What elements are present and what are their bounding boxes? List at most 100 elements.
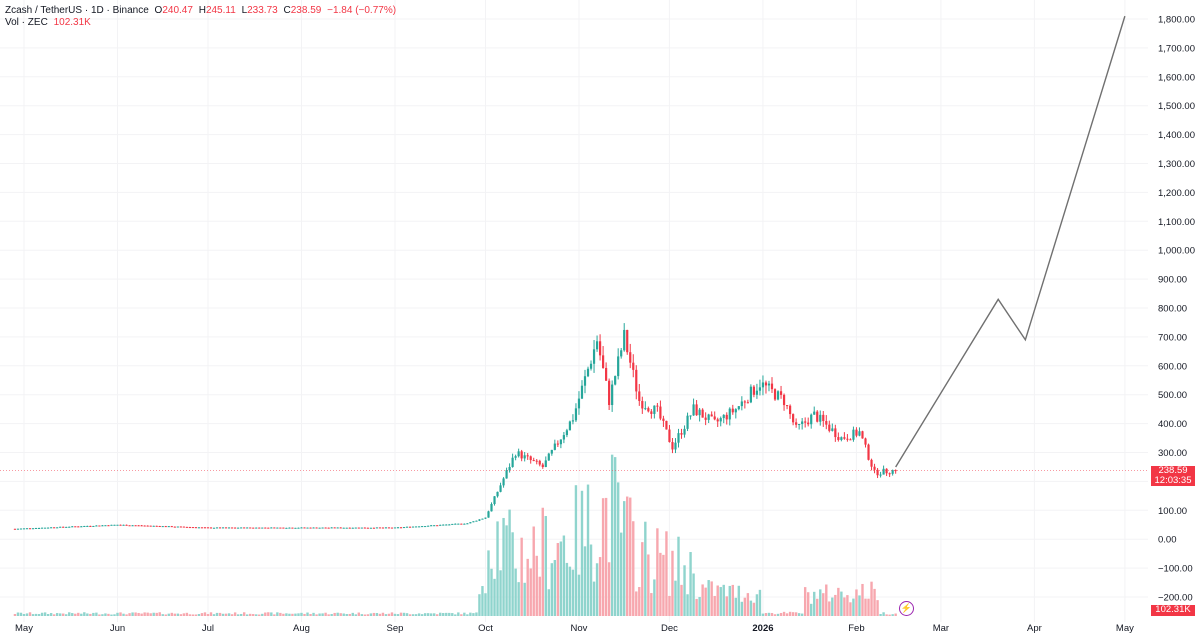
volume-bar [484,593,487,616]
candle-body [779,391,783,395]
volume-bar [245,614,249,616]
volume-bar [604,497,608,616]
candle-body [822,414,825,422]
candle-body [801,421,804,425]
volume-bar [255,614,258,616]
time-axis[interactable]: May Jun Jul Aug Sep Oct Nov Dec 2026 Feb Mar Apr May [15,623,1134,634]
candle-body [402,527,406,529]
volume-bar [891,614,894,616]
candle-body [782,394,786,406]
volume-bar [224,613,228,616]
candle-body [224,527,228,529]
volume-bar [598,557,602,616]
candle-body [306,527,309,529]
candle-body [677,433,680,443]
candle-body [273,527,276,529]
candle-body [451,523,454,525]
volume-bar [149,613,152,616]
volume-bar [445,612,448,616]
volume-bar [131,612,134,616]
volume-bar [384,614,388,616]
volume-bar [297,613,300,616]
price-axis[interactable]: 1,800.00 1,700.00 1,600.00 1,500.00 1,400.00… [1158,15,1195,604]
volume-bar [288,613,291,616]
volume-bar [858,595,861,616]
candle-body [378,527,382,529]
volume-bar [629,497,632,616]
candle-body [855,429,858,436]
volume-bar [520,537,523,616]
candle-body [807,422,810,425]
volume-bar [351,612,354,616]
candle-body [158,526,161,528]
volume-bar [309,614,312,616]
candle-body [206,527,210,529]
volume-bar [647,554,650,616]
candle-body [101,525,104,527]
candle-body [813,411,816,415]
volume-bar [562,535,566,616]
candle-body [707,414,710,420]
volume-bar [601,498,605,616]
volume-bar [794,612,798,616]
volume-bar [399,612,403,616]
volume-bar [849,602,852,616]
candle-body [16,528,20,530]
candle-body [215,527,219,529]
volume-bar [230,614,234,616]
candle-body [668,429,671,443]
candle-body [502,478,505,486]
candle-body [879,474,882,476]
volume-bar [788,611,792,616]
low-label: L [241,5,248,16]
candle-body [128,525,131,527]
volume-bar [16,612,20,616]
candle-body [442,524,445,526]
volume-bar [619,532,623,616]
candle-body [146,525,149,527]
candle-body [583,376,587,386]
candle-body [764,382,768,386]
candle-body [620,350,623,357]
volume-bar [626,496,629,616]
volume-bar [746,593,750,616]
volume-bar [276,612,279,616]
candle-body [623,329,626,351]
candle-body [131,525,134,527]
candle-body [408,526,412,528]
candle-body [484,517,487,519]
candle-body [885,468,888,474]
candle-body [876,469,879,476]
candle-body [589,363,593,369]
volume-bar [92,612,95,616]
candle-body [369,527,372,529]
candle-body [728,408,731,420]
volume-bar [348,613,351,616]
candle-body [704,417,707,420]
volume-label[interactable]: Vol · ZEC [5,17,48,28]
volume-bar [242,612,246,616]
volume-bar [261,613,264,616]
y-tick-label: 1,000.00 [1158,246,1195,257]
candle-body [595,341,599,350]
volume-bar [342,613,345,616]
x-tick-label: Jun [110,623,125,634]
volume-bar [158,612,161,616]
candle-body [831,428,834,431]
candle-body [671,442,674,450]
candle-body [71,526,74,528]
volume-bar [490,568,493,616]
y-tick-label: 800.00 [1158,304,1187,315]
candle-body [819,414,822,422]
candle-body [203,527,207,529]
candle-body [164,526,167,528]
y-tick-label: 1,600.00 [1158,72,1195,83]
volume-bar [28,612,32,616]
lightning-bolt-icon[interactable]: ⚡ [899,601,914,616]
volume-bar [396,614,400,616]
candle-body [746,402,749,404]
volume-bar [731,584,734,616]
x-tick-label: 2026 [752,623,773,634]
symbol-pair[interactable]: Zcash / TetherUS · 1D · Binance [5,5,149,16]
